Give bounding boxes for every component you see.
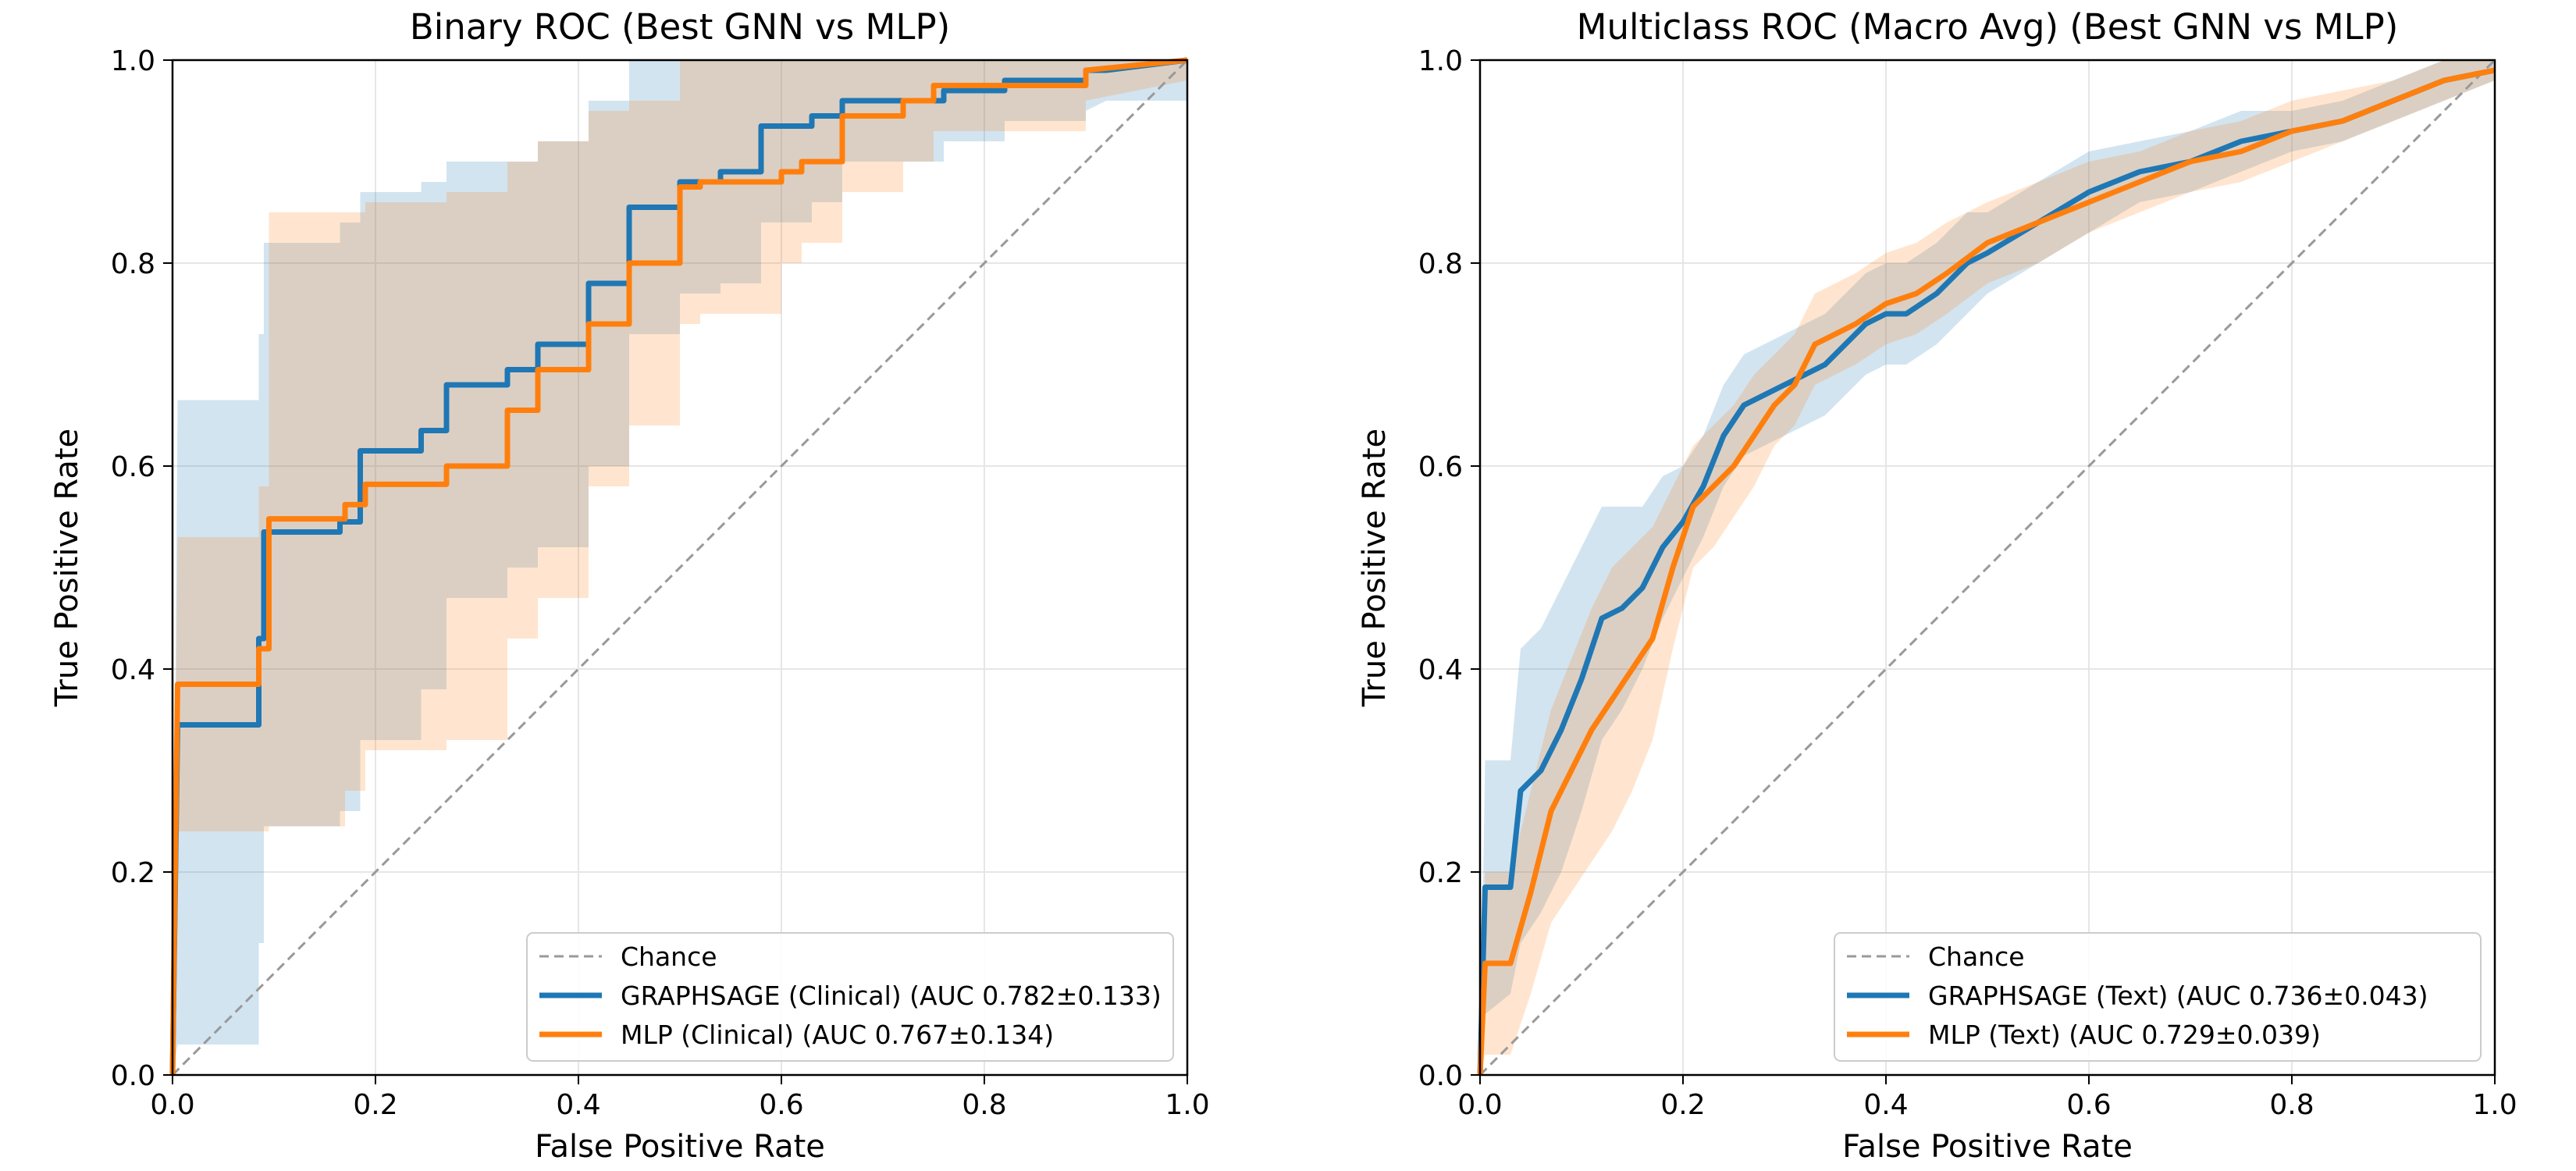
y-tick-label: 0.4 — [111, 654, 155, 686]
y-axis-label: True Positive Rate — [49, 429, 85, 707]
binary-roc-panel: 0.0 0.2 0.4 0.6 0.8 1.0 0.0 0.2 0.4 0.6 0.8 1.0 Bina… — [49, 6, 1210, 1165]
y-tick-label: 0.2 — [111, 857, 155, 889]
confidence-band-mlp — [1480, 60, 2495, 1075]
x-tick-label: 0.8 — [2269, 1089, 2314, 1121]
x-tick-label: 0.6 — [759, 1089, 803, 1121]
multiclass-roc-panel: 0.0 0.2 0.4 0.6 0.8 1.0 0.0 0.2 0.4 0.6 0.8 1.0 Mult… — [1357, 6, 2517, 1165]
roc-line-mlp — [169, 57, 1188, 1076]
x-tick-label: 1.0 — [1165, 1089, 1209, 1121]
legend: Chance GRAPHSAGE (Clinical) (AUC 0.782±0.… — [526, 932, 1174, 1062]
y-tick-label: 0.6 — [111, 451, 155, 483]
legend-label: GRAPHSAGE (Clinical) (AUC 0.782±0.133) — [621, 981, 1162, 1011]
y-tick-label: 0.2 — [1418, 857, 1463, 889]
legend-label: Chance — [621, 941, 717, 972]
confidence-band-gnn — [173, 60, 1187, 1075]
y-tick-label: 0.0 — [1418, 1060, 1463, 1092]
chart-title: Multiclass ROC (Macro Avg) (Best GNN vs … — [1577, 6, 2399, 48]
x-axis-label: False Positive Rate — [1842, 1129, 2133, 1165]
x-tick-label: 0.4 — [1863, 1089, 1908, 1121]
chart-title: Binary ROC (Best GNN vs MLP) — [410, 6, 950, 48]
y-tick-label: 1.0 — [1418, 45, 1463, 77]
y-tick-label: 0.8 — [111, 248, 155, 280]
x-tick-label: 0.2 — [1660, 1089, 1705, 1121]
legend-label: MLP (Text) (AUC 0.729±0.039) — [1928, 1020, 2321, 1050]
legend: Chance GRAPHSAGE (Text) (AUC 0.736±0.043)… — [1834, 932, 2482, 1062]
chance-line — [1478, 59, 2496, 1077]
roc-line-gnn — [169, 57, 1188, 1076]
x-tick-label: 0.4 — [556, 1089, 600, 1121]
legend-label: Chance — [1928, 941, 2025, 972]
y-tick-label: 0.4 — [1418, 654, 1463, 686]
y-axis-label: True Positive Rate — [1357, 429, 1393, 707]
chance-line — [171, 59, 1189, 1077]
x-tick-label: 1.0 — [2472, 1089, 2517, 1121]
y-tick-label: 0.6 — [1418, 451, 1463, 483]
confidence-band-mlp — [173, 60, 1187, 1075]
axes-frame — [1478, 59, 2496, 1077]
axes-frame — [171, 59, 1189, 1077]
y-tick-label: 1.0 — [111, 45, 155, 77]
x-axis-label: False Positive Rate — [535, 1129, 825, 1165]
y-tick-label: 0.8 — [1418, 248, 1463, 280]
x-tick-label: 0.0 — [150, 1089, 194, 1121]
x-tick-label: 0.0 — [1457, 1089, 1502, 1121]
x-tick-label: 0.2 — [353, 1089, 397, 1121]
legend-label: GRAPHSAGE (Text) (AUC 0.736±0.043) — [1928, 981, 2428, 1011]
y-tick-label: 0.0 — [111, 1060, 155, 1092]
x-tick-label: 0.6 — [2066, 1089, 2111, 1121]
legend-label: MLP (Clinical) (AUC 0.767±0.134) — [621, 1020, 1054, 1050]
x-tick-label: 0.8 — [962, 1089, 1006, 1121]
roc-line-mlp — [1477, 67, 2496, 1076]
legend-box — [1834, 932, 2482, 1062]
legend-box — [526, 932, 1174, 1062]
confidence-band-gnn — [1480, 60, 2495, 1075]
